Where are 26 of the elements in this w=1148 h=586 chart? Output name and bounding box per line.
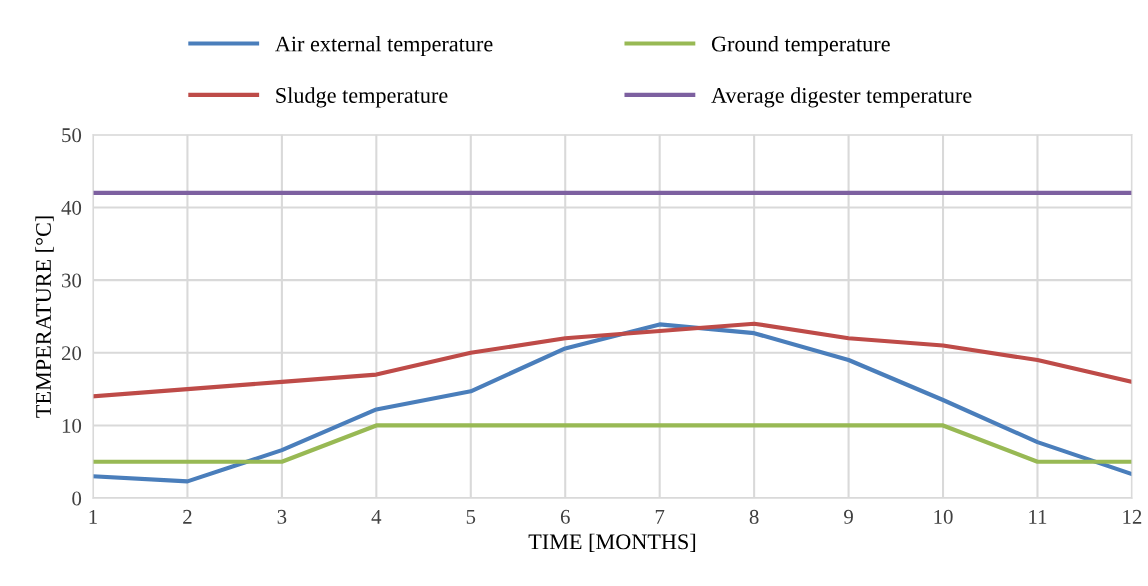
x-tick-label: 7 [655,510,665,524]
x-tick-label: 2 [183,509,192,524]
x-tick-label: 12 [1123,509,1142,524]
legend-label: Ground temperature [711,35,890,57]
y-axis-title: TEMPERATURE [°C] [35,216,54,418]
x-tick-label: 11 [1029,509,1047,524]
legend-label: Average digester temperature [711,87,972,108]
y-tick-label: 20 [61,346,82,361]
x-tick-label: 1 [89,509,97,524]
y-tick-label: 30 [62,273,82,288]
x-tick-label: 9 [844,509,853,524]
y-tick-label: 0 [72,491,82,506]
line-series [92,321,1132,399]
legend-label: Air external temperature [275,35,493,57]
y-tick-label: 50 [62,128,82,143]
x-tick-label: 6 [560,509,570,524]
line-series [92,322,1132,484]
x-tick-label: 5 [466,510,476,524]
x-tick-label: 3 [277,509,287,524]
y-tick-label: 10 [62,418,82,433]
x-tick-label: 4 [371,509,382,524]
x-tick-label: 10 [934,509,953,524]
y-tick-label: 40 [61,200,82,215]
x-tick-label: 8 [749,509,759,524]
x-axis-title: TIME [MONTHS] [528,533,696,553]
legend-label: Sludge temperature [276,87,448,108]
